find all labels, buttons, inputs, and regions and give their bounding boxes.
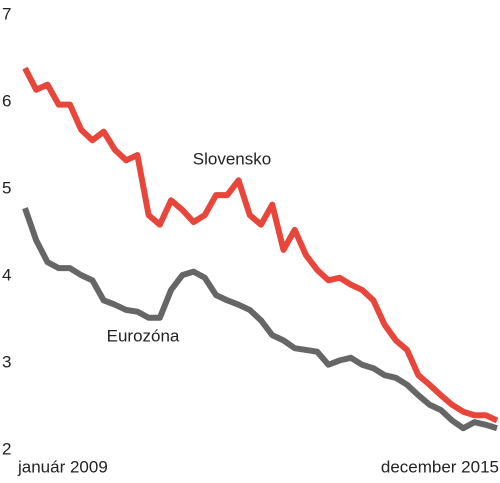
- y-tick-label: 5: [2, 178, 11, 197]
- y-tick-label: 4: [2, 265, 11, 284]
- y-tick-label: 3: [2, 352, 11, 371]
- series-line: [22, 207, 498, 432]
- series-line: [22, 66, 499, 424]
- x-tick-label: január 2009: [17, 457, 108, 476]
- y-tick-label: 2: [2, 439, 11, 458]
- y-tick-label: 6: [2, 91, 11, 110]
- x-tick-label: december 2015: [381, 457, 499, 476]
- series-label: Eurozóna: [107, 326, 180, 345]
- series-label: Slovensko: [193, 149, 271, 168]
- y-tick-label: 7: [2, 4, 11, 23]
